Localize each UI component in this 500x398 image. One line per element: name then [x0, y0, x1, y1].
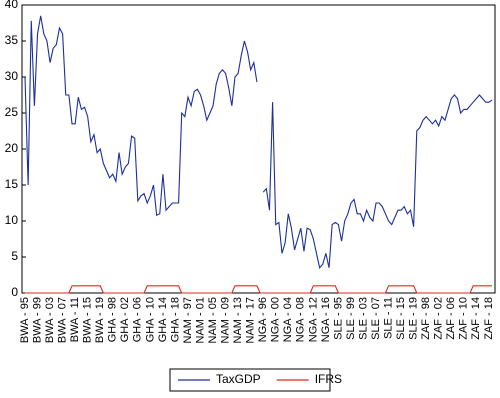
x-tick-label: BWA - 07: [57, 297, 69, 343]
x-tick-label: GHA - 14: [157, 297, 169, 342]
y-tick-label: 10: [5, 213, 19, 227]
x-tick-label: NGA - 16: [320, 297, 332, 342]
x-tick-label: NGA - 08: [295, 297, 307, 342]
y-tick-label: 0: [11, 285, 18, 299]
legend: TaxGDP IFRS: [169, 368, 342, 392]
x-tick-label: NAM - 13: [232, 297, 244, 343]
x-tick-label: SLE - 07: [370, 297, 382, 340]
y-tick-label: 15: [5, 177, 19, 191]
x-tick-label: BWA - 99: [31, 297, 43, 343]
x-tick-label: BWA - 95: [19, 297, 31, 343]
legend-label: TaxGDP: [216, 372, 261, 386]
x-tick-label: NAM - 09: [219, 297, 231, 343]
x-tick-label: GHA - 18: [169, 297, 181, 342]
legend-label: IFRS: [315, 372, 342, 386]
y-tick-label: 20: [5, 141, 19, 155]
y-tick-label: 30: [5, 69, 19, 83]
x-tick-label: NAM - 05: [207, 297, 219, 343]
legend-box: [169, 368, 331, 392]
x-tick-label: NGA - 12: [307, 297, 319, 342]
x-tick-label: SLE - 99: [345, 297, 357, 340]
x-tick-label: NGA - 96: [257, 297, 269, 342]
x-tick-label: ZAF - 98: [420, 297, 432, 340]
x-tick-label: SLE - 15: [395, 297, 407, 340]
y-tick-label: 25: [5, 105, 19, 119]
x-tick-label: GHA - 02: [119, 297, 131, 342]
x-tick-label: BWA - 03: [44, 297, 56, 343]
x-tick-label: ZAF - 06: [445, 297, 457, 340]
x-tick-label: NAM - 97: [182, 297, 194, 343]
x-tick-label: SLE - 19: [408, 297, 420, 340]
x-tick-label: SLE - 95: [332, 297, 344, 340]
x-tick-label: GHA - 06: [132, 297, 144, 342]
x-tick-label: BWA - 19: [94, 297, 106, 343]
x-tick-label: GHA - 10: [144, 297, 156, 342]
x-tick-label: NGA - 00: [270, 297, 282, 342]
x-tick-label: NAM - 17: [245, 297, 257, 343]
x-tick-label: ZAF - 10: [458, 297, 470, 340]
y-tick-label: 5: [11, 249, 18, 263]
y-tick-label: 40: [5, 0, 19, 11]
x-tick-label: NGA - 04: [282, 297, 294, 342]
x-tick-label: ZAF - 14: [470, 297, 482, 340]
plot-frame: [21, 4, 496, 294]
x-tick-label: SLE - 03: [357, 297, 369, 340]
x-tick-label: GHA - 98: [107, 297, 119, 342]
series-line: [24, 15, 493, 269]
x-tick-label: BWA - 15: [82, 297, 94, 343]
x-tick-label: ZAF - 18: [483, 297, 495, 340]
x-tick-label: ZAF - 02: [433, 297, 445, 340]
y-tick-label: 35: [5, 33, 19, 47]
series-line: [25, 285, 492, 294]
x-tick-label: SLE - 11: [382, 297, 394, 339]
x-tick-label: BWA - 11: [69, 297, 81, 342]
x-tick-label: NAM - 01: [194, 297, 206, 343]
